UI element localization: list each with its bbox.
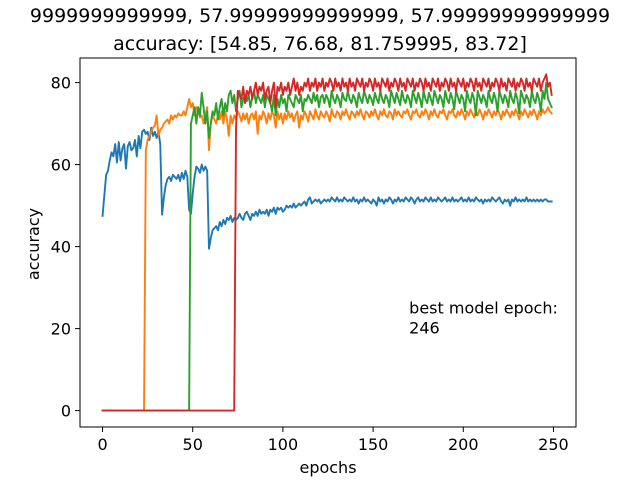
chart-title-line-1: 9999999999999, 57.99999999999999, 57.999…	[30, 5, 610, 27]
x-tick-label: 250	[538, 435, 569, 454]
y-tick-label: 60	[51, 156, 71, 175]
axes: 0 50 100 150 200 250 0 20 40 60 80	[51, 57, 577, 454]
plot-area	[101, 73, 553, 412]
series-line-4	[101, 73, 553, 412]
x-tick-label: 50	[183, 435, 203, 454]
x-tick-label: 100	[268, 435, 299, 454]
best-model-annotation: best model epoch: 246	[409, 299, 563, 338]
x-tick-label: 150	[358, 435, 389, 454]
y-tick-label: 40	[51, 238, 71, 257]
x-tick-label: 200	[448, 435, 479, 454]
annotation-line-1: best model epoch:	[409, 299, 558, 318]
axes-frame	[79, 57, 577, 428]
chart-title-line-2: accuracy: [54.85, 76.68, 81.759995, 83.7…	[113, 33, 527, 55]
y-tick-label: 20	[51, 320, 71, 339]
annotation-line-2: 246	[409, 319, 440, 338]
x-axis-label: epochs	[299, 458, 356, 477]
y-tick-label: 0	[61, 402, 71, 421]
y-axis-label: accuracy	[24, 208, 43, 280]
y-tick-label: 80	[51, 74, 71, 93]
x-tick-label: 0	[97, 435, 107, 454]
series-line-1	[101, 126, 553, 250]
